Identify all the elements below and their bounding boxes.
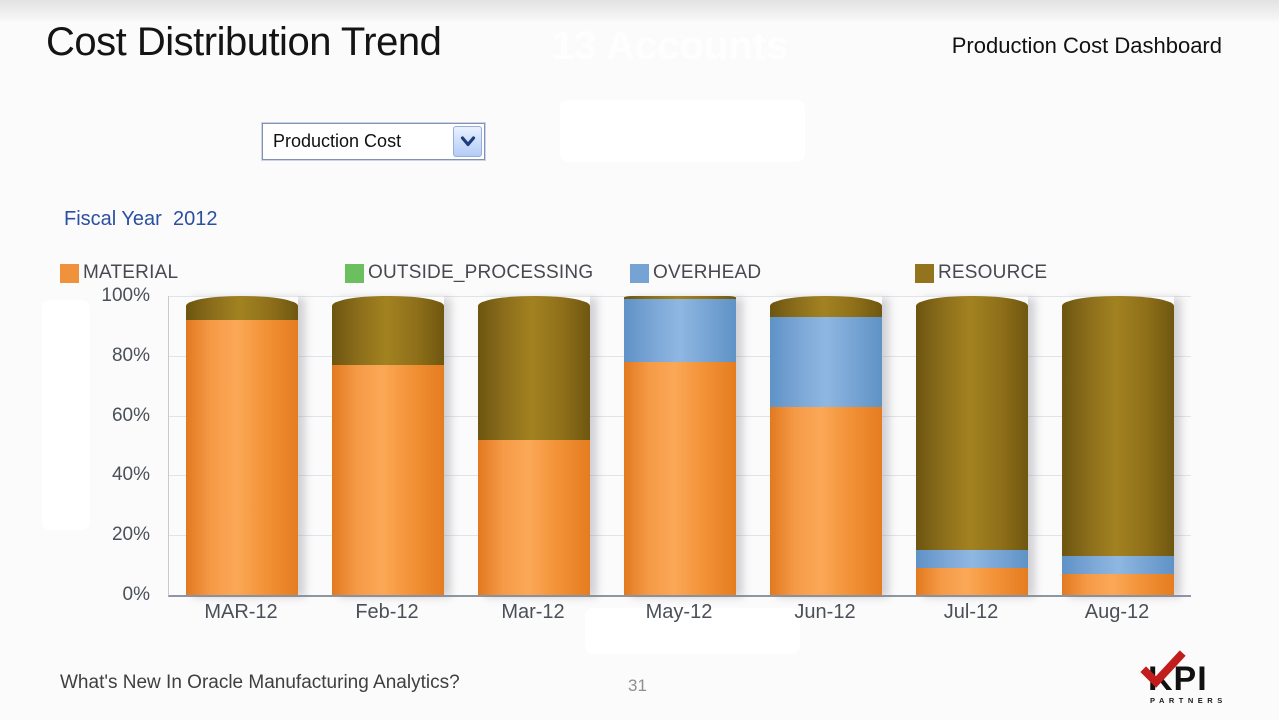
chart-legend: MATERIAL OUTSIDE_PROCESSING OVERHEAD RESOUR… <box>0 262 1279 288</box>
logo-subtext: PARTNERS <box>1150 696 1227 705</box>
bar-column-may-12 <box>607 296 753 595</box>
bar-segment-material[interactable] <box>186 319 298 595</box>
dropdown-selected-value: Production Cost <box>273 131 402 151</box>
legend-label: MATERIAL <box>83 262 179 283</box>
bar-column-jun-12 <box>753 296 899 595</box>
y-axis-tick-label: 40% <box>111 464 150 486</box>
bar-column-aug-12 <box>1045 296 1191 595</box>
x-axis-label: Feb-12 <box>355 601 419 623</box>
legend-swatch-icon <box>915 263 934 283</box>
y-axis-tick-label: 0% <box>122 584 150 605</box>
kpi-partners-logo: KPI PARTNERS <box>1140 650 1260 710</box>
dropdown-arrow-button[interactable] <box>453 126 482 157</box>
legend-item-overhead: OVERHEAD <box>630 262 761 284</box>
x-axis-label: May-12 <box>645 601 713 623</box>
bar-segment-resource[interactable] <box>624 296 736 299</box>
plot-area <box>168 296 1191 597</box>
stacked-bar[interactable] <box>624 296 736 595</box>
legend-swatch-icon <box>345 263 364 283</box>
bar-segment-resource[interactable] <box>1062 296 1174 557</box>
bar-segment-resource[interactable] <box>478 296 590 440</box>
bar-segment-material[interactable] <box>1062 574 1174 595</box>
bar-segment-overhead[interactable] <box>916 550 1028 569</box>
page-number: 31 <box>628 676 647 695</box>
ghost-watermark-text: 13 Accounts <box>552 24 789 68</box>
legend-label: OUTSIDE_PROCESSING <box>368 262 594 283</box>
legend-swatch-icon <box>60 263 79 283</box>
x-axis-label: Jun-12 <box>794 601 856 623</box>
top-band <box>0 0 1279 22</box>
bar-segment-material[interactable] <box>478 439 590 595</box>
bar-segment-overhead[interactable] <box>1062 556 1174 575</box>
stacked-bar[interactable] <box>1062 296 1174 595</box>
fiscal-year-label: Fiscal Year 2012 <box>64 208 218 230</box>
bar-segment-resource[interactable] <box>770 296 882 317</box>
production-cost-dropdown[interactable]: Production Cost <box>261 122 486 161</box>
x-axis-label: Jul-12 <box>943 601 999 623</box>
bar-column-feb-12 <box>315 296 461 595</box>
ghost-blob <box>42 300 90 530</box>
bar-segment-resource[interactable] <box>916 296 1028 551</box>
page-title: Cost Distribution Trend <box>46 20 442 64</box>
bar-segment-material[interactable] <box>770 406 882 595</box>
x-axis-label: Aug-12 <box>1084 601 1150 623</box>
stacked-bar[interactable] <box>770 296 882 595</box>
bar-segment-resource[interactable] <box>186 296 298 320</box>
legend-item-material: MATERIAL <box>60 262 178 284</box>
bar-segment-material[interactable] <box>332 364 444 595</box>
stacked-bar[interactable] <box>332 296 444 595</box>
y-axis-tick-label: 60% <box>111 404 150 426</box>
bars-row <box>169 296 1191 595</box>
legend-label: RESOURCE <box>938 262 1048 283</box>
legend-swatch-icon <box>630 263 649 283</box>
ghost-blob <box>585 608 800 654</box>
dashboard-name: Production Cost Dashboard <box>951 33 1222 58</box>
y-axis: 100% 80% 60% 40% 20% 0% <box>78 285 160 605</box>
bar-segment-material[interactable] <box>916 568 1028 595</box>
chevron-down-icon <box>460 135 475 146</box>
y-axis-tick-label: 20% <box>111 524 150 546</box>
bar-segment-overhead[interactable] <box>624 299 736 362</box>
stacked-bar[interactable] <box>916 296 1028 595</box>
legend-label: OVERHEAD <box>653 262 762 283</box>
bar-column-mar-12 <box>461 296 607 595</box>
x-axis-label: Mar-12 <box>501 601 565 623</box>
footer-title: What's New In Oracle Manufacturing Analy… <box>60 672 460 693</box>
legend-item-resource: RESOURCE <box>915 262 1047 284</box>
x-axis-label: MAR-12 <box>204 601 278 623</box>
x-axis: MAR-12 Feb-12 Mar-12 May-12 Jun-12 Jul-12 Aug-… <box>168 601 1190 624</box>
bar-segment-resource[interactable] <box>332 296 444 365</box>
bar-segment-overhead[interactable] <box>770 316 882 407</box>
bar-segment-material[interactable] <box>624 361 736 595</box>
red-checkmark-icon <box>1140 650 1186 688</box>
bar-column-jul-12 <box>899 296 1045 595</box>
y-axis-tick-label: 80% <box>111 344 150 366</box>
y-axis-tick-label: 100% <box>101 285 150 306</box>
legend-item-outside_processing: OUTSIDE_PROCESSING <box>345 262 593 284</box>
stacked-bar[interactable] <box>186 296 298 595</box>
bar-column-mar-12 <box>169 296 315 595</box>
stacked-bar[interactable] <box>478 296 590 595</box>
ghost-blob <box>560 100 805 162</box>
